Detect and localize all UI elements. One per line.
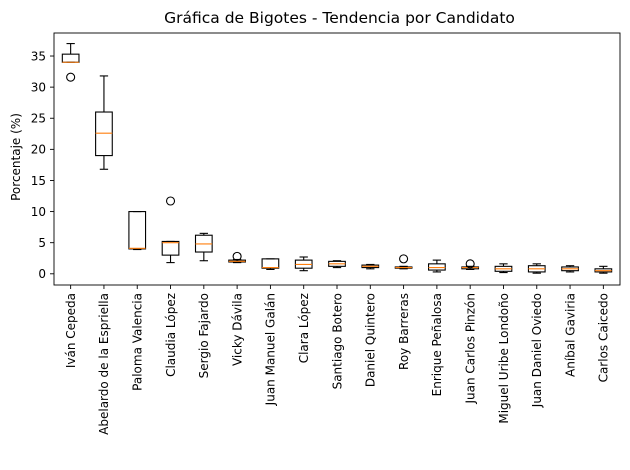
- y-axis-label: Porcentaje (%): [9, 113, 23, 201]
- box-iqr: [128, 211, 147, 250]
- y-tick-label: 25: [31, 112, 46, 126]
- y-tick-label: 15: [31, 174, 46, 188]
- y-tick-label: 35: [31, 49, 46, 63]
- x-tick-label: Vicky Dávila: [230, 293, 244, 366]
- y-tick-label: 20: [31, 143, 46, 157]
- x-tick-label: Juan Carlos Pinzón: [463, 293, 477, 404]
- x-tick-label: Miguel Uribe Londoño: [497, 293, 511, 424]
- x-tick-label: Paloma Valencia: [131, 293, 145, 391]
- outlier-point: [232, 251, 242, 261]
- x-tick-label: Iván Cepeda: [64, 293, 78, 368]
- plot-area: 0 5 10 15 20 25 30 35 Iván Cepeda Abelardo de la …: [31, 32, 621, 435]
- box-iqr: [261, 258, 280, 269]
- box-iqr: [95, 111, 113, 157]
- x-tick-label: Santiago Botero: [330, 293, 344, 389]
- y-tick-label: 5: [38, 236, 46, 250]
- outlier-point: [465, 259, 475, 269]
- outlier-point: [66, 72, 76, 82]
- y-tick-label: 0: [38, 267, 46, 281]
- x-tick-label: Clara López: [297, 293, 311, 363]
- x-tick-label: Aníbal Gaviria: [563, 293, 577, 377]
- outlier-point: [399, 254, 409, 264]
- chart-title: Gráfica de Bigotes - Tendencia por Candi…: [164, 9, 515, 27]
- x-tick-label: Carlos Caicedo: [597, 293, 611, 382]
- y-tick-label: 30: [31, 80, 46, 94]
- box-iqr: [161, 240, 180, 256]
- x-tick-label: Sergio Fajardo: [197, 293, 211, 378]
- box-iqr: [428, 263, 446, 271]
- y-tick-label: 10: [31, 205, 46, 219]
- x-tick-label: Enrique Peñalosa: [430, 293, 444, 396]
- x-tick-label: Claudia López: [164, 293, 178, 377]
- outlier-point: [165, 196, 176, 206]
- x-tick-label: Juan Daniel Oviedo: [530, 293, 544, 408]
- x-tick-label: Daniel Quintero: [364, 293, 378, 387]
- x-tick-label: Abelardo de la Espriella: [97, 293, 111, 435]
- x-tick-label: Roy Barreras: [397, 293, 411, 370]
- x-tick-label: Juan Manuel Galán: [264, 293, 278, 406]
